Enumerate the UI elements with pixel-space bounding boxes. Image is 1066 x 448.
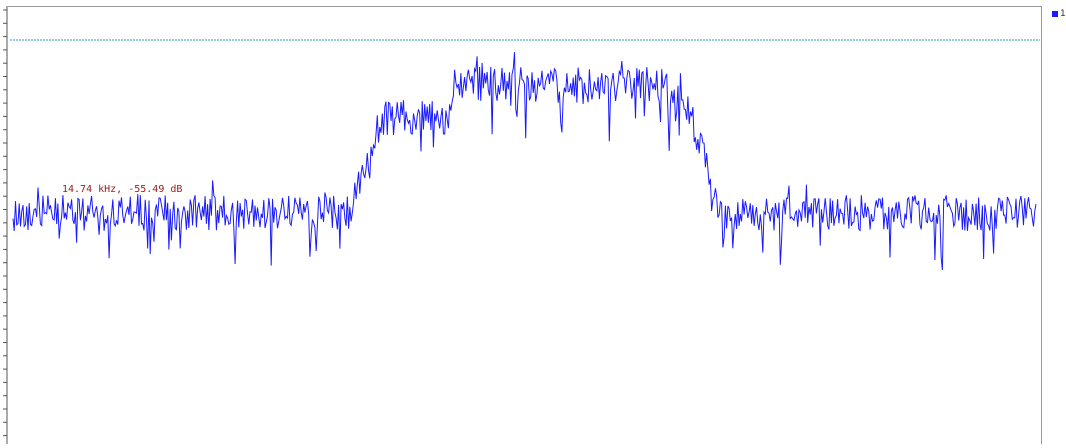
plot-area[interactable] [8,6,1042,444]
legend-swatch [1052,11,1058,17]
y-axis-ticks [3,6,8,444]
spectrum-trace [12,52,1037,271]
y-axis [0,6,8,444]
legend[interactable]: 1 [1052,9,1066,19]
legend-label: 1 [1060,9,1066,19]
marker-readout: 14.74 kHz, -55.49 dB [62,184,182,195]
